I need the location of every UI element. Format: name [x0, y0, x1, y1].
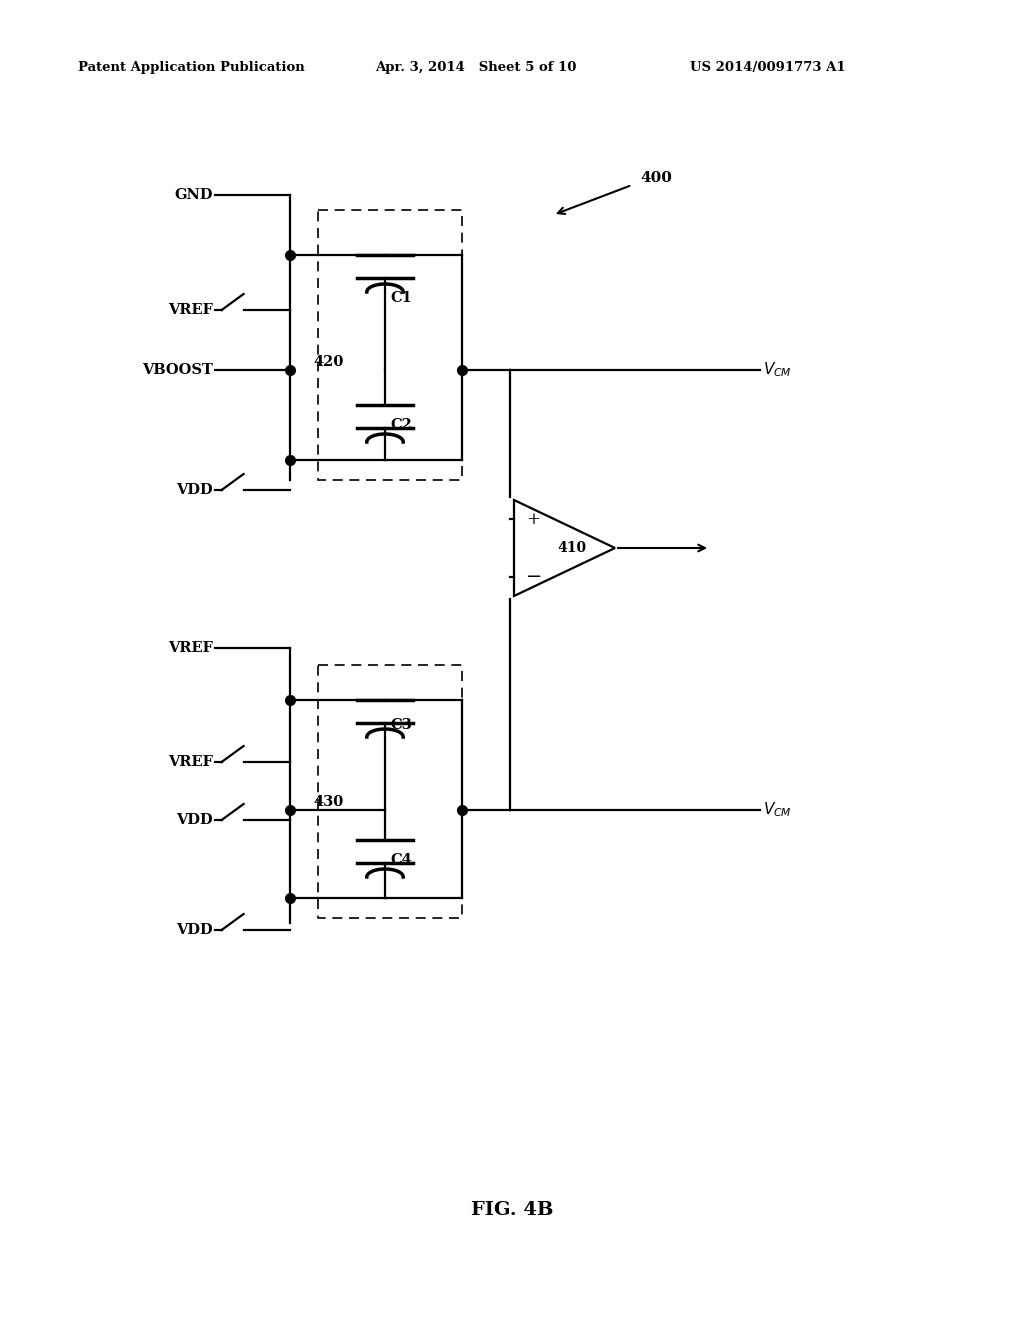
Text: VBOOST: VBOOST [142, 363, 213, 378]
Text: 430: 430 [313, 795, 343, 809]
Text: C1: C1 [390, 290, 412, 305]
Text: 400: 400 [640, 172, 672, 185]
Text: FIG. 4B: FIG. 4B [471, 1201, 553, 1218]
Text: Apr. 3, 2014   Sheet 5 of 10: Apr. 3, 2014 Sheet 5 of 10 [375, 62, 577, 74]
Text: 420: 420 [313, 355, 343, 370]
Text: VREF: VREF [168, 755, 213, 770]
Text: VDD: VDD [176, 813, 213, 828]
Text: VDD: VDD [176, 483, 213, 498]
Text: $V_{CM}$: $V_{CM}$ [763, 801, 792, 820]
Text: GND: GND [174, 187, 213, 202]
Text: 410: 410 [557, 541, 587, 554]
Text: Patent Application Publication: Patent Application Publication [78, 62, 305, 74]
Text: US 2014/0091773 A1: US 2014/0091773 A1 [690, 62, 846, 74]
Text: C4: C4 [390, 853, 412, 867]
Text: −: − [526, 568, 543, 586]
Text: $V_{CM}$: $V_{CM}$ [763, 360, 792, 379]
Text: C3: C3 [390, 718, 412, 733]
Text: VREF: VREF [168, 642, 213, 655]
Text: VDD: VDD [176, 923, 213, 937]
Text: +: + [526, 511, 540, 528]
Text: VREF: VREF [168, 304, 213, 317]
Text: C2: C2 [390, 418, 412, 432]
